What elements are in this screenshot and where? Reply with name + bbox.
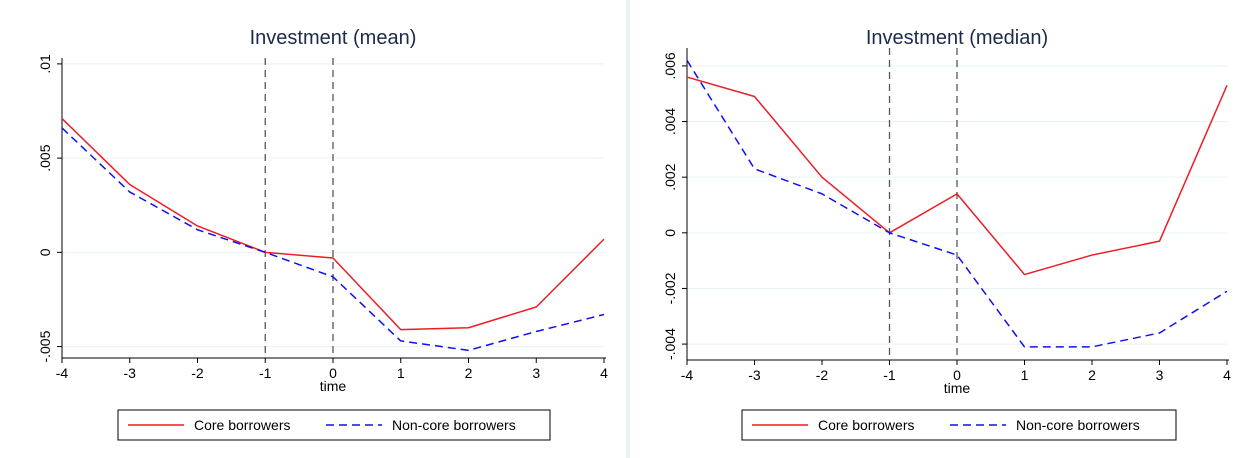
y-tick-label: .004 bbox=[662, 108, 678, 135]
chart-title: Investment (mean) bbox=[250, 27, 417, 49]
y-tick-label: -.004 bbox=[662, 328, 678, 360]
y-tick-label: -.002 bbox=[662, 272, 678, 304]
x-tick-label: 2 bbox=[465, 365, 473, 381]
x-tick-label: -1 bbox=[883, 367, 896, 383]
legend-label: Non-core borrowers bbox=[392, 417, 516, 433]
x-tick-label: -2 bbox=[816, 367, 829, 383]
y-tick-label: .01 bbox=[37, 54, 53, 74]
x-axis-title: time bbox=[944, 380, 971, 396]
legend-label: Core borrowers bbox=[818, 417, 914, 433]
x-tick-label: 4 bbox=[600, 365, 608, 381]
x-tick-label: 1 bbox=[397, 365, 405, 381]
chart-panel-median: Investment (median) -.004 -.002 0 .002 .004 .0… bbox=[630, 0, 1250, 458]
panel-separator bbox=[626, 0, 630, 458]
y-tick-label: .006 bbox=[662, 52, 678, 79]
y-tick-label: .005 bbox=[37, 144, 53, 171]
x-tick-label: 0 bbox=[329, 365, 337, 381]
chart-median: Investment (median) -.004 -.002 0 .002 .004 .0… bbox=[662, 27, 1231, 441]
x-axis-title: time bbox=[320, 378, 347, 394]
x-tick-label: -3 bbox=[748, 367, 761, 383]
x-tick-label: 4 bbox=[1223, 367, 1231, 383]
series-line-non-core bbox=[61, 127, 605, 352]
x-tick-label: -2 bbox=[191, 365, 204, 381]
chart-panel-mean: Investment (mean) -.005 0 .005 .01 -4 -3 -2 -1 0 1… bbox=[37, 27, 609, 441]
y-tick-label: 0 bbox=[662, 229, 678, 237]
y-tick-label: .002 bbox=[662, 163, 678, 190]
x-tick-label: 0 bbox=[953, 367, 961, 383]
x-tick-label: -1 bbox=[259, 365, 272, 381]
legend-label: Non-core borrowers bbox=[1016, 417, 1140, 433]
legend-label: Core borrowers bbox=[194, 417, 290, 433]
chart-mean: Investment (mean) -.005 0 .005 .01 -4 -3 -2 -1 0 1… bbox=[37, 27, 608, 441]
x-tick-label: 3 bbox=[532, 365, 540, 381]
y-tick-label: -.005 bbox=[37, 330, 53, 362]
x-tick-label: 1 bbox=[1021, 367, 1029, 383]
chart-title: Investment (median) bbox=[866, 27, 1048, 49]
x-tick-label: -3 bbox=[124, 365, 137, 381]
y-tick-label: 0 bbox=[37, 248, 53, 256]
x-tick-label: -4 bbox=[681, 367, 694, 383]
x-tick-label: -4 bbox=[56, 365, 69, 381]
legend-box bbox=[741, 409, 1177, 441]
series-line-non-core bbox=[686, 59, 1228, 348]
x-tick-label: 3 bbox=[1156, 367, 1164, 383]
series-line-core bbox=[686, 76, 1228, 276]
x-tick-label: 2 bbox=[1088, 367, 1096, 383]
series-line-core bbox=[61, 118, 605, 331]
